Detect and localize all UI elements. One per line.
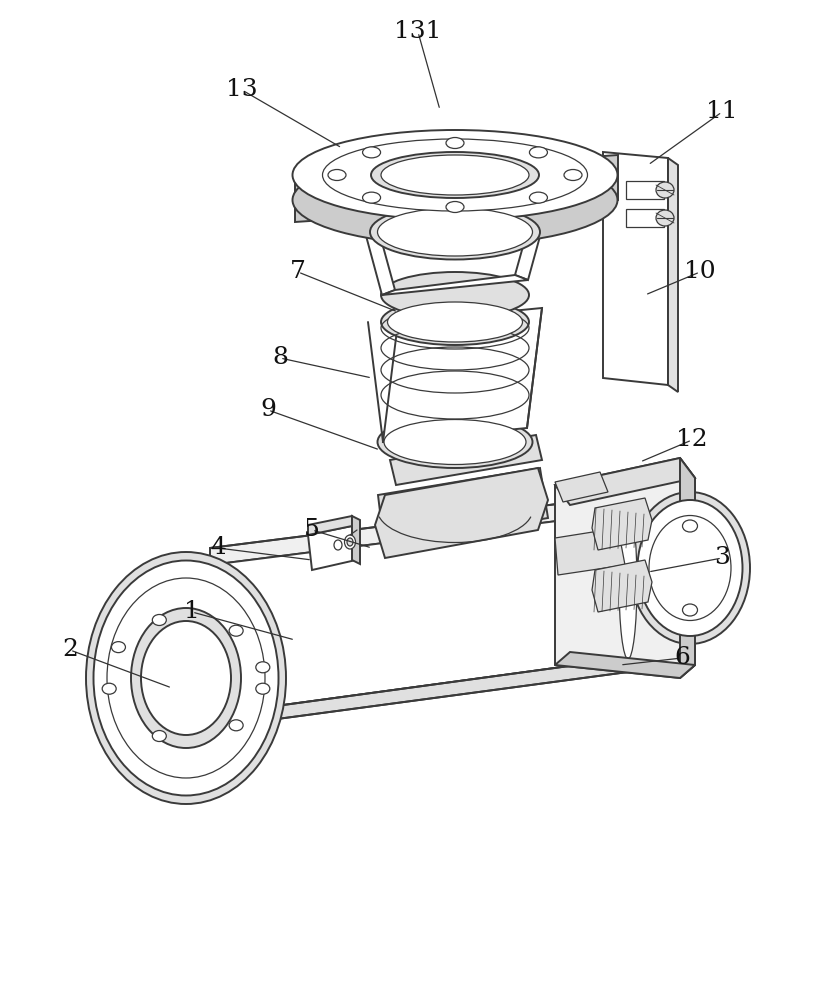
Ellipse shape — [381, 155, 529, 195]
Ellipse shape — [682, 520, 697, 532]
Polygon shape — [308, 516, 352, 535]
Polygon shape — [378, 468, 548, 545]
Text: 2: 2 — [62, 639, 78, 662]
Ellipse shape — [377, 208, 532, 256]
Ellipse shape — [256, 683, 270, 694]
Polygon shape — [555, 528, 625, 575]
Polygon shape — [555, 652, 695, 678]
Ellipse shape — [564, 169, 582, 180]
Ellipse shape — [131, 608, 241, 748]
Polygon shape — [388, 474, 534, 540]
Polygon shape — [626, 181, 664, 199]
Text: 1: 1 — [184, 600, 200, 624]
Ellipse shape — [292, 155, 618, 245]
Text: 12: 12 — [676, 428, 708, 452]
Ellipse shape — [649, 516, 731, 620]
Ellipse shape — [363, 192, 380, 203]
Ellipse shape — [256, 662, 270, 673]
Text: 9: 9 — [260, 398, 276, 422]
Ellipse shape — [656, 210, 674, 226]
Ellipse shape — [446, 202, 464, 213]
Polygon shape — [680, 458, 695, 678]
Ellipse shape — [86, 552, 286, 804]
Text: 8: 8 — [272, 347, 288, 369]
Ellipse shape — [229, 625, 243, 636]
Text: 5: 5 — [304, 518, 320, 542]
Polygon shape — [626, 209, 664, 227]
Ellipse shape — [614, 499, 642, 667]
Polygon shape — [603, 152, 668, 385]
Ellipse shape — [102, 683, 116, 694]
Polygon shape — [555, 472, 608, 502]
Ellipse shape — [387, 302, 523, 342]
Ellipse shape — [229, 720, 243, 731]
Polygon shape — [210, 495, 628, 565]
Ellipse shape — [638, 500, 742, 636]
Ellipse shape — [347, 538, 353, 546]
Ellipse shape — [141, 621, 231, 735]
Text: 3: 3 — [714, 546, 730, 570]
Polygon shape — [390, 435, 542, 485]
Ellipse shape — [619, 507, 637, 659]
Ellipse shape — [530, 147, 547, 158]
Polygon shape — [382, 275, 528, 295]
Ellipse shape — [384, 420, 526, 464]
Polygon shape — [592, 560, 652, 612]
Text: 10: 10 — [684, 260, 716, 284]
Polygon shape — [592, 498, 652, 550]
Text: 6: 6 — [674, 647, 690, 670]
Polygon shape — [308, 526, 356, 570]
Text: 11: 11 — [706, 101, 737, 123]
Polygon shape — [210, 658, 628, 728]
Ellipse shape — [377, 416, 532, 468]
Text: 131: 131 — [395, 20, 442, 43]
Polygon shape — [555, 458, 695, 678]
Ellipse shape — [630, 492, 750, 644]
Ellipse shape — [446, 137, 464, 148]
Polygon shape — [186, 565, 210, 715]
Ellipse shape — [323, 139, 587, 211]
Ellipse shape — [334, 540, 342, 550]
Ellipse shape — [682, 604, 697, 616]
Ellipse shape — [381, 272, 529, 318]
Ellipse shape — [363, 147, 380, 158]
Polygon shape — [555, 458, 695, 505]
Ellipse shape — [370, 205, 540, 259]
Text: 7: 7 — [290, 260, 306, 284]
Polygon shape — [112, 645, 128, 712]
Ellipse shape — [656, 182, 674, 198]
Polygon shape — [210, 512, 628, 715]
Ellipse shape — [328, 169, 346, 180]
Polygon shape — [515, 214, 545, 280]
Text: 13: 13 — [226, 79, 258, 102]
Polygon shape — [295, 155, 618, 222]
Ellipse shape — [94, 560, 278, 796]
Ellipse shape — [153, 614, 166, 625]
Ellipse shape — [107, 578, 265, 778]
Polygon shape — [352, 516, 360, 564]
Ellipse shape — [292, 130, 618, 220]
Polygon shape — [365, 228, 395, 295]
Text: 4: 4 — [210, 536, 226, 560]
Ellipse shape — [530, 192, 547, 203]
Polygon shape — [375, 468, 548, 558]
Ellipse shape — [344, 535, 355, 549]
Ellipse shape — [381, 299, 529, 345]
Polygon shape — [383, 308, 542, 442]
Ellipse shape — [371, 152, 539, 198]
Ellipse shape — [153, 731, 166, 742]
Ellipse shape — [111, 642, 126, 653]
Polygon shape — [668, 158, 678, 392]
